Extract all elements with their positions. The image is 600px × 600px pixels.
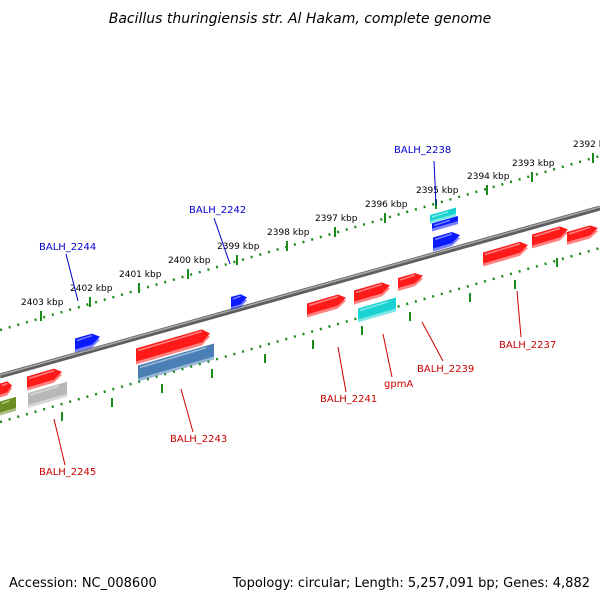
callout-line <box>213 217 231 265</box>
gene-left-edge[interactable] <box>0 381 12 398</box>
gene-olive-edge[interactable] <box>0 396 16 416</box>
gene-label-balh-2243[interactable]: BALH_2243 <box>170 434 227 445</box>
gene-balh-2245-fwd[interactable] <box>27 368 62 391</box>
gene-balh-2238[interactable] <box>433 231 460 252</box>
tick-label: 2397 kbp <box>315 214 358 224</box>
accession-text: Accession: NC_008600 <box>9 576 157 591</box>
tick-label: 2394 kbp <box>467 172 510 182</box>
genome-backbone <box>0 205 600 379</box>
gene-gpma-fwd[interactable] <box>354 282 390 305</box>
gene-balh-2243-fwd[interactable] <box>136 329 210 365</box>
callout-line <box>421 321 444 362</box>
gene-balh-2242[interactable] <box>231 294 247 310</box>
callout-line <box>337 346 347 393</box>
genome-summary-text: Topology: circular; Length: 5,257,091 bp… <box>232 576 590 591</box>
gene-red-right[interactable] <box>532 226 568 249</box>
tick-label: 2396 kbp <box>365 200 408 210</box>
gene-cyan-top[interactable] <box>430 207 456 224</box>
reverse-gene-labels: BALH_2237 BALH_2239 gpmA BALH_2241 BALH_… <box>39 340 556 478</box>
gene-label-balh-2242[interactable]: BALH_2242 <box>189 205 246 216</box>
tick-label: 2398 kbp <box>267 228 310 238</box>
gene-balh-2239-fwd[interactable] <box>398 273 423 291</box>
callout-line <box>433 160 437 206</box>
gene-features <box>0 207 598 416</box>
gene-balh-2237-fwd[interactable] <box>567 225 598 245</box>
gene-label-balh-2245[interactable]: BALH_2245 <box>39 467 96 478</box>
gene-balh-2238-block[interactable] <box>483 241 528 267</box>
gene-label-balh-2238[interactable]: BALH_2238 <box>394 145 451 156</box>
tick-label: 2403 kbp <box>21 298 64 308</box>
tick-label: 2392 kbp <box>573 140 600 150</box>
gene-label-balh-2237[interactable]: BALH_2237 <box>499 340 556 351</box>
gene-blue-strip[interactable] <box>432 215 458 232</box>
label-callouts <box>53 160 522 466</box>
gene-balh-2243[interactable] <box>138 343 214 382</box>
gene-label-balh-2239[interactable]: BALH_2239 <box>417 364 474 375</box>
gene-label-balh-2241[interactable]: BALH_2241 <box>320 394 377 405</box>
gene-label-balh-2244[interactable]: BALH_2244 <box>39 242 96 253</box>
tick-label: 2402 kbp <box>70 284 113 294</box>
tick-label: 2399 kbp <box>217 242 260 252</box>
map-title: Bacillus thuringiensis str. Al Hakam, co… <box>109 11 492 27</box>
gene-balh-2244[interactable] <box>75 333 100 353</box>
forward-gene-labels: BALH_2238 BALH_2242 BALH_2244 <box>39 145 451 253</box>
gene-balh-2245[interactable] <box>28 381 67 408</box>
tick-label: 2393 kbp <box>512 159 555 169</box>
tick-label: 2400 kbp <box>168 256 211 266</box>
gene-gpma[interactable] <box>358 297 396 323</box>
callout-line <box>382 333 393 378</box>
callout-line <box>180 388 194 433</box>
callout-line <box>516 290 522 338</box>
gene-balh-2241-fwd[interactable] <box>307 294 346 318</box>
tick-label: 2401 kbp <box>119 270 162 280</box>
callout-line <box>65 253 79 302</box>
callout-line <box>53 418 66 466</box>
tick-label: 2395 kbp <box>416 186 459 196</box>
gene-label-gpma[interactable]: gpmA <box>384 379 413 390</box>
